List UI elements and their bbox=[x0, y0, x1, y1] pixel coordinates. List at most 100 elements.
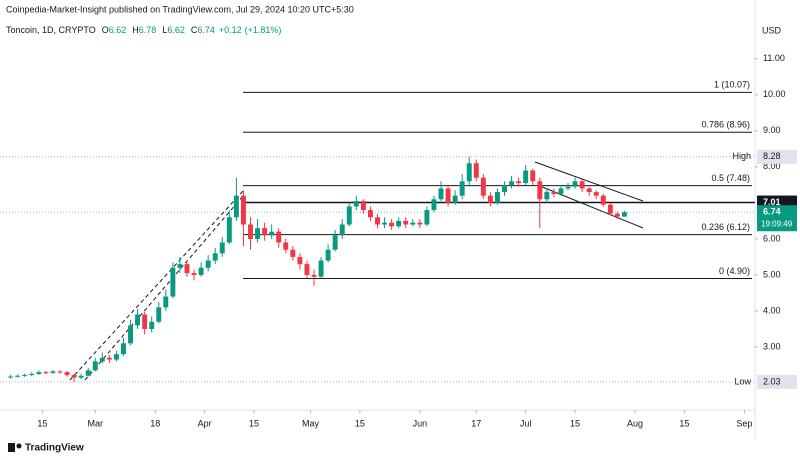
candle-body bbox=[445, 188, 451, 203]
candle-body bbox=[523, 170, 529, 184]
candle-body bbox=[163, 296, 169, 308]
candle-body bbox=[128, 325, 134, 344]
candle-body bbox=[177, 264, 183, 268]
x-tick-label: Mar bbox=[88, 418, 104, 428]
candle-body bbox=[537, 181, 543, 200]
last-price-tag bbox=[757, 205, 797, 232]
candle-body bbox=[85, 370, 91, 376]
trend-line bbox=[69, 190, 244, 381]
candle-body bbox=[57, 371, 63, 373]
candle-body bbox=[417, 222, 423, 225]
channel-line bbox=[539, 185, 644, 229]
x-tick-label: Aug bbox=[627, 418, 643, 428]
logo: TradingView bbox=[8, 443, 84, 454]
candle-body bbox=[311, 274, 317, 277]
candle-body bbox=[579, 181, 585, 189]
x-tick-label: 18 bbox=[150, 418, 160, 428]
candle-body bbox=[530, 170, 536, 182]
y-tick-label: 8.00 bbox=[763, 161, 781, 171]
candle-body bbox=[219, 242, 225, 254]
quote-part: 6.62 bbox=[109, 25, 127, 35]
quote-part: 6.78 bbox=[139, 25, 157, 35]
x-tick-label: 15 bbox=[355, 418, 365, 428]
candle-body bbox=[255, 228, 261, 239]
candle-body bbox=[600, 195, 606, 205]
quote-part: H bbox=[132, 25, 139, 35]
candle-body bbox=[452, 195, 458, 203]
publisher: Coinpedia-Market-Insight published on Tr… bbox=[6, 4, 354, 14]
candle-body bbox=[290, 249, 296, 257]
x-tick-label: May bbox=[302, 418, 320, 428]
price-line-value: 7.01 bbox=[763, 197, 781, 207]
candle-body bbox=[607, 204, 613, 214]
candle-body bbox=[156, 307, 162, 322]
candle-body bbox=[106, 357, 112, 360]
candle-body bbox=[283, 242, 289, 250]
candle-body bbox=[438, 188, 444, 200]
candle-body bbox=[551, 192, 557, 194]
candle-body bbox=[487, 195, 493, 203]
x-tick-label: 17 bbox=[471, 418, 481, 428]
candle-body bbox=[544, 192, 550, 200]
candle-body bbox=[367, 210, 373, 218]
candle-body bbox=[509, 181, 515, 185]
quote-part: Toncoin, 1D, CRYPTO bbox=[6, 25, 96, 35]
x-tick-label: 15 bbox=[570, 418, 580, 428]
candle-body bbox=[248, 224, 253, 239]
candle-body bbox=[459, 181, 465, 196]
x-tick-label: Apr bbox=[198, 418, 212, 428]
candle-body bbox=[593, 192, 599, 196]
candle-body bbox=[304, 264, 310, 275]
fib-label: 0.236 (6.12) bbox=[701, 222, 750, 232]
candle-body bbox=[389, 222, 395, 227]
candle-body bbox=[43, 372, 49, 374]
fib-label: 1 (10.07) bbox=[714, 80, 750, 90]
candle-body bbox=[297, 256, 303, 265]
x-tick-label: Sep bbox=[736, 418, 752, 428]
candle-body bbox=[212, 253, 218, 261]
candle-body bbox=[353, 201, 359, 207]
quote-part: 6.62 bbox=[167, 25, 185, 35]
candle-body bbox=[572, 181, 578, 187]
candle-body bbox=[494, 192, 500, 203]
candle-body bbox=[276, 231, 282, 243]
logo-mark bbox=[16, 443, 22, 449]
x-tick-label: Jun bbox=[413, 418, 428, 428]
channel-line bbox=[534, 161, 644, 202]
candle-body bbox=[92, 361, 98, 371]
x-tick-label: 15 bbox=[249, 418, 259, 428]
low-line-label: Low bbox=[734, 376, 751, 386]
logo-mark bbox=[8, 443, 15, 452]
low-line-tag bbox=[757, 374, 797, 389]
candle-body bbox=[360, 201, 366, 211]
quote-part: C bbox=[191, 25, 198, 35]
candle-body bbox=[233, 195, 239, 218]
y-tick-label: 4.00 bbox=[763, 305, 781, 315]
quote-part: O bbox=[102, 25, 109, 35]
candle-body bbox=[149, 321, 155, 329]
currency: USD bbox=[762, 25, 782, 35]
quote-part: +0.12 bbox=[219, 25, 242, 35]
candle-body bbox=[325, 249, 331, 261]
quote-part: L bbox=[162, 25, 167, 35]
candle-body bbox=[262, 228, 268, 236]
candle-body bbox=[226, 217, 232, 243]
candle-body bbox=[332, 235, 338, 250]
candle-body bbox=[184, 264, 190, 274]
candle-body bbox=[135, 314, 141, 326]
last-price-value: 6.74 bbox=[763, 207, 781, 217]
drawings bbox=[69, 161, 644, 381]
x-tick-label: 15 bbox=[37, 418, 47, 428]
y-tick-label: 5.00 bbox=[763, 269, 781, 279]
candle-body bbox=[269, 231, 275, 236]
candle-body bbox=[121, 343, 126, 355]
candle-body bbox=[410, 222, 416, 225]
candle-body bbox=[99, 357, 105, 362]
candle-body bbox=[29, 373, 35, 376]
y-tick-label: 9.00 bbox=[763, 125, 781, 135]
candle-body bbox=[473, 163, 479, 178]
high-line-label: High bbox=[732, 151, 751, 161]
candle-body bbox=[50, 371, 56, 373]
low-line-value: 2.03 bbox=[763, 376, 781, 386]
candle-body bbox=[480, 177, 486, 196]
